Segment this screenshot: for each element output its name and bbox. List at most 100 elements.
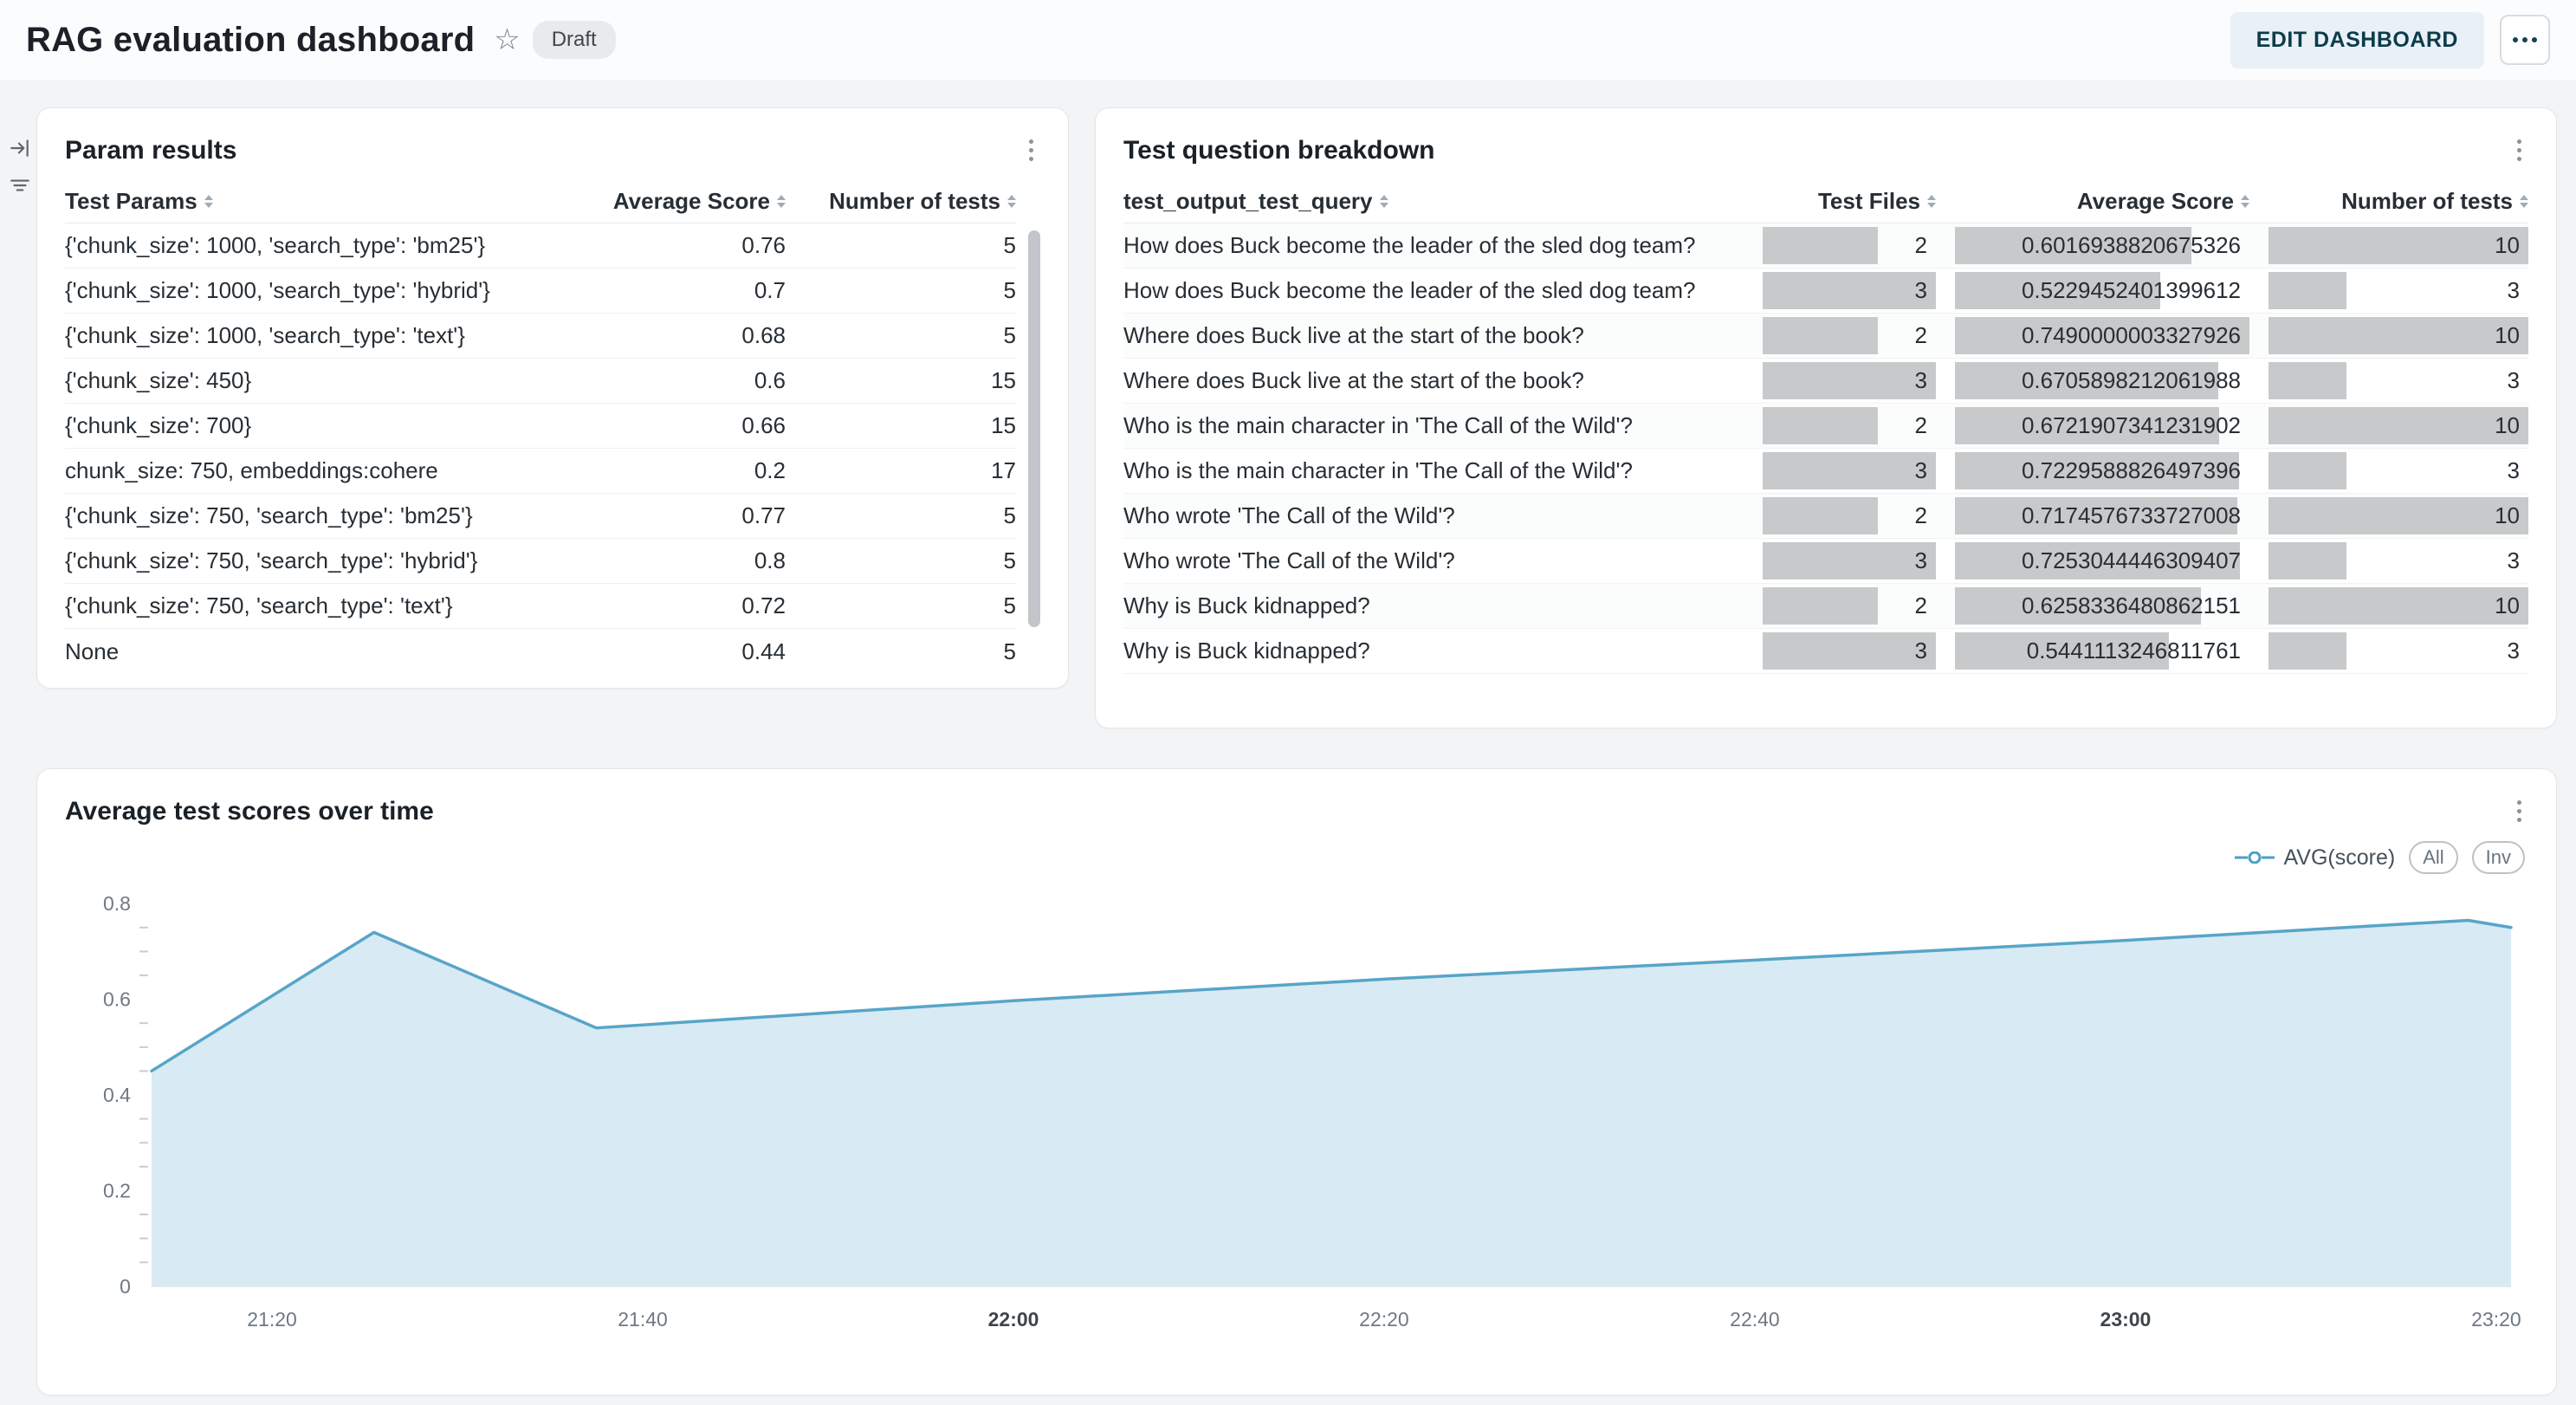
bar-value: 2 — [1914, 592, 1927, 618]
bar-value: 0.7229588826497396 — [2021, 457, 2241, 483]
x-axis-label: 22:20 — [1359, 1308, 1408, 1331]
x-axis-label: 21:20 — [247, 1308, 296, 1331]
column-label: Number of tests — [829, 188, 1000, 214]
column-header-average-score[interactable]: Average Score — [1955, 188, 2249, 215]
column-label: Average Score — [612, 188, 770, 214]
query-cell: Why is Buck kidnapped? — [1123, 638, 1370, 664]
table-scrollbar[interactable] — [1028, 230, 1040, 627]
number-of-tests-cell: 3 — [2269, 539, 2528, 583]
data-bar — [1955, 272, 2161, 309]
number-of-tests-cell: 5 — [1003, 232, 1016, 258]
column-header-number-of-tests[interactable]: Number of tests — [2269, 188, 2528, 215]
column-label: Number of tests — [2341, 188, 2513, 214]
question-breakdown-menu-icon[interactable] — [2510, 133, 2528, 168]
average-score-cell: 0.6258336480862151 — [1955, 584, 2249, 628]
number-of-tests-cell: 3 — [2269, 359, 2528, 403]
test-params-cell: {'chunk_size': 750, 'search_type': 'hybr… — [65, 547, 478, 573]
question-breakdown-row: Who wrote 'The Call of the Wild'? 2 0.7174… — [1123, 494, 2528, 539]
number-of-tests-cell: 5 — [1003, 592, 1016, 618]
column-header-test-params[interactable]: Test Params — [65, 188, 581, 215]
legend-all-button[interactable]: All — [2409, 841, 2458, 874]
column-header-query[interactable]: test_output_test_query — [1123, 188, 1744, 215]
param-results-row: {'chunk_size': 700} 0.66 15 — [65, 404, 1016, 449]
number-of-tests-cell: 5 — [1003, 547, 1016, 573]
scores-chart-panel: Average test scores over time AVG(score)… — [36, 768, 2557, 1395]
question-breakdown-header-row: test_output_test_query Test Files Averag… — [1123, 180, 2528, 223]
question-breakdown-header: Test question breakdown — [1096, 108, 2556, 173]
data-bar — [2269, 407, 2528, 444]
data-bar — [1763, 227, 1879, 264]
y-axis-label: 0.8 — [103, 892, 131, 915]
x-axis-label: 22:40 — [1730, 1308, 1779, 1331]
param-results-header-row: Test Params Average Score Number of test… — [65, 180, 1016, 223]
average-score-cell: 0.7229588826497396 — [1955, 449, 2249, 493]
column-header-average-score[interactable]: Average Score — [595, 188, 786, 215]
dashboard-header: RAG evaluation dashboard ☆ Draft EDIT DA… — [0, 0, 2576, 80]
bar-value: 0.7174576733727008 — [2021, 502, 2241, 528]
favorite-star-icon[interactable]: ☆ — [494, 23, 521, 56]
question-breakdown-row: Who is the main character in 'The Call o… — [1123, 404, 2528, 449]
data-bar — [1955, 542, 2241, 579]
param-results-body: {'chunk_size': 1000, 'search_type': 'bm2… — [65, 223, 1016, 674]
sort-icon — [1007, 195, 1016, 208]
test-files-cell: 2 — [1763, 223, 1936, 268]
status-badge: Draft — [532, 21, 616, 59]
column-label: test_output_test_query — [1123, 188, 1373, 214]
test-params-cell: None — [65, 638, 120, 664]
test-params-cell: {'chunk_size': 450} — [65, 367, 252, 393]
number-of-tests-cell: 5 — [1003, 277, 1016, 303]
filter-icon[interactable] — [7, 172, 33, 201]
average-score-cell: 0.68 — [741, 322, 786, 348]
bar-value: 0.6258336480862151 — [2021, 592, 2241, 618]
column-header-test-files[interactable]: Test Files — [1763, 188, 1936, 215]
average-score-cell: 0.44 — [741, 638, 786, 664]
data-bar — [2269, 317, 2528, 354]
number-of-tests-cell: 10 — [2269, 314, 2528, 358]
bar-value: 3 — [1914, 638, 1927, 664]
param-results-row: {'chunk_size': 1000, 'search_type': 'hyb… — [65, 269, 1016, 314]
number-of-tests-cell: 5 — [1003, 502, 1016, 528]
test-params-cell: {'chunk_size': 1000, 'search_type': 'tex… — [65, 322, 465, 348]
param-results-row: {'chunk_size': 750, 'search_type': 'text… — [65, 584, 1016, 629]
edit-dashboard-button[interactable]: EDIT DASHBOARD — [2230, 11, 2484, 68]
bar-value: 3 — [1914, 547, 1927, 573]
expand-sidebar-icon[interactable] — [7, 135, 33, 164]
legend-item-avg-score[interactable]: AVG(score) — [2235, 845, 2395, 871]
test-params-cell: chunk_size: 750, embeddings:cohere — [65, 457, 438, 483]
param-results-title: Param results — [65, 135, 237, 165]
column-header-number-of-tests[interactable]: Number of tests — [799, 188, 1016, 215]
average-score-cell: 0.7490000003327926 — [1955, 314, 2249, 358]
number-of-tests-cell: 10 — [2269, 584, 2528, 628]
bar-value: 0.6016938820675326 — [2021, 232, 2241, 258]
data-bar — [1955, 407, 2219, 444]
test-params-cell: {'chunk_size': 750, 'search_type': 'text… — [65, 592, 453, 618]
number-of-tests-cell: 5 — [1003, 638, 1016, 664]
scores-chart-menu-icon[interactable] — [2510, 793, 2528, 829]
bar-value: 3 — [2507, 638, 2520, 664]
number-of-tests-cell: 10 — [2269, 494, 2528, 538]
number-of-tests-cell: 3 — [2269, 629, 2528, 673]
param-results-row: {'chunk_size': 750, 'search_type': 'bm25… — [65, 494, 1016, 539]
average-score-cell: 0.77 — [741, 502, 786, 528]
param-results-menu-icon[interactable] — [1022, 133, 1040, 168]
legend-invert-button[interactable]: Inv — [2471, 841, 2525, 874]
bar-value: 10 — [2495, 592, 2520, 618]
x-axis-label: 21:40 — [618, 1308, 667, 1331]
average-score-cell: 0.5441113246811761 — [1955, 629, 2249, 673]
series-area — [151, 920, 2512, 1286]
data-bar — [1763, 542, 1936, 579]
y-axis-label: 0 — [120, 1275, 131, 1298]
param-results-row: {'chunk_size': 450} 0.6 15 — [65, 359, 1016, 404]
scores-chart-header: Average test scores over time — [65, 793, 2528, 829]
bar-value: 0.6705898212061988 — [2021, 367, 2241, 393]
test-files-cell: 2 — [1763, 404, 1936, 448]
bar-value: 0.5229452401399612 — [2021, 277, 2241, 303]
question-breakdown-row: How does Buck become the leader of the s… — [1123, 269, 2528, 314]
test-params-cell: {'chunk_size': 700} — [65, 412, 252, 438]
data-bar — [1763, 497, 1879, 534]
more-options-button[interactable] — [2500, 15, 2550, 65]
bar-value: 3 — [1914, 457, 1927, 483]
scores-chart-svg: 0 0.2 0.4 0.6 0.8 21:20 21:40 22:00 22:20 22:40 23… — [103, 892, 2521, 1331]
test-files-cell: 3 — [1763, 449, 1936, 493]
question-breakdown-row: Who is the main character in 'The Call o… — [1123, 449, 2528, 494]
